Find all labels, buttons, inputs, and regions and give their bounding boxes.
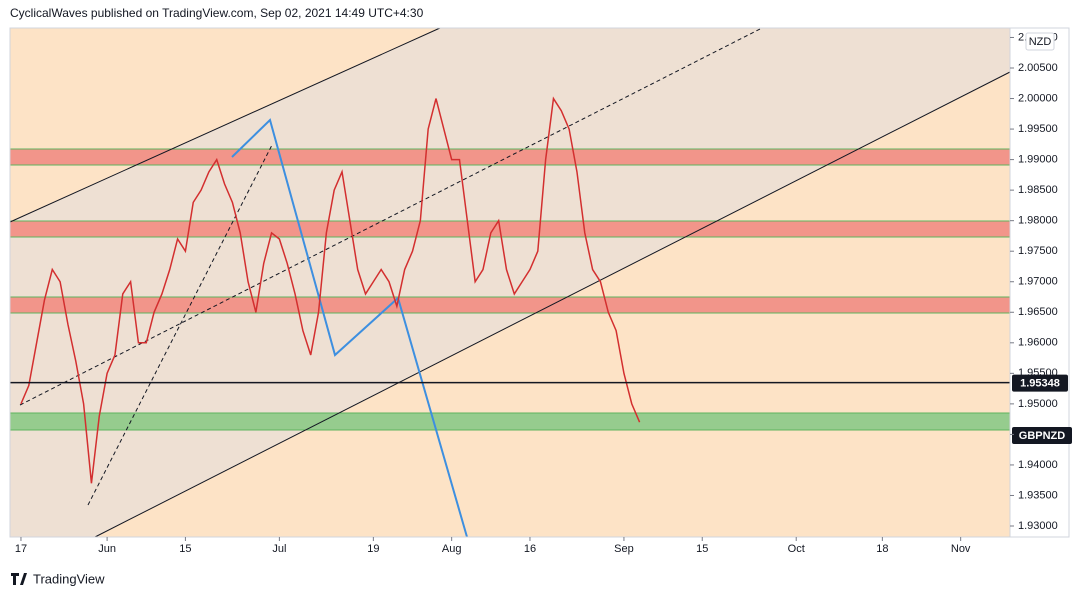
header-text: CyclicalWaves published on TradingView.c… [10,6,424,20]
dashed-trend [87,144,273,506]
y-tick-label: 1.94000 [1018,459,1058,471]
symbol-badge [1012,427,1072,444]
footer-logo [11,573,27,585]
y-tick-label: 1.98500 [1018,184,1058,196]
wave-path [231,118,468,538]
x-tick-label: Jul [272,543,286,555]
footer-brand: TradingView [33,571,105,586]
channel-mid [19,27,763,406]
x-tick-label: 17 [15,543,27,555]
x-tick-label: 15 [696,543,708,555]
y-tick-label: 2.00000 [1018,92,1058,104]
support-zone [9,412,1011,431]
plot-border [9,27,1070,538]
price-line-series [20,96,641,484]
y-tick-label: 1.96000 [1018,337,1058,349]
x-tick-label: Sep [614,543,634,555]
y-tick-label: 1.99000 [1018,154,1058,166]
currency-label: NZD [1029,36,1052,48]
y-tick-label: 1.98000 [1018,215,1058,227]
y-tick-label: 1.97500 [1018,245,1058,257]
price-badge [1012,374,1068,392]
x-tick-label: 16 [524,543,536,555]
y-tick-label: 1.97000 [1018,276,1058,288]
x-tick-label: 15 [179,543,191,555]
x-tick-label: Oct [788,543,805,555]
y-tick-label: 1.93000 [1018,520,1058,532]
y-tick-label: 1.93500 [1018,489,1058,501]
resistance-zone [9,220,1011,238]
x-tick-label: Nov [951,543,971,555]
y-tick-label: 1.96500 [1018,306,1058,318]
resistance-zone [9,148,1011,166]
symbol-label: GBPNZD [1019,430,1066,442]
x-tick-label: Aug [442,543,462,555]
price-badge-label: 1.95348 [1020,378,1060,390]
y-tick-label: 2.00500 [1018,62,1058,74]
x-tick-label: 18 [876,543,888,555]
currency-badge [1025,32,1055,51]
channel-upper [9,27,441,223]
x-tick-label: 19 [367,543,379,555]
x-tick-label: Jun [98,543,116,555]
y-tick-label: 1.95000 [1018,398,1058,410]
channel-lower [94,71,1011,538]
y-tick-label: 1.99500 [1018,123,1058,135]
